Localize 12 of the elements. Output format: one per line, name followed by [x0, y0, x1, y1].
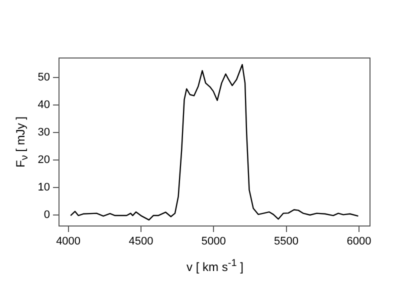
x-tick-label: 6000	[346, 236, 372, 248]
y-tick-label: 50	[38, 71, 50, 84]
y-tick-label: 40	[38, 98, 50, 111]
x-axis-title: v [ km s$^{-1}$ ]	[186, 258, 244, 274]
x-tick-label: 5500	[274, 236, 299, 248]
y-tick-label: 20	[38, 154, 50, 166]
y-tick-label: 10	[38, 181, 50, 194]
x-tick-label: 4500	[128, 236, 154, 248]
x-tick-label: 5000	[201, 236, 226, 248]
x-tick-label: 4000	[56, 236, 81, 248]
y-tick-label: 0	[44, 209, 50, 222]
y-tick-label: 30	[38, 126, 50, 138]
